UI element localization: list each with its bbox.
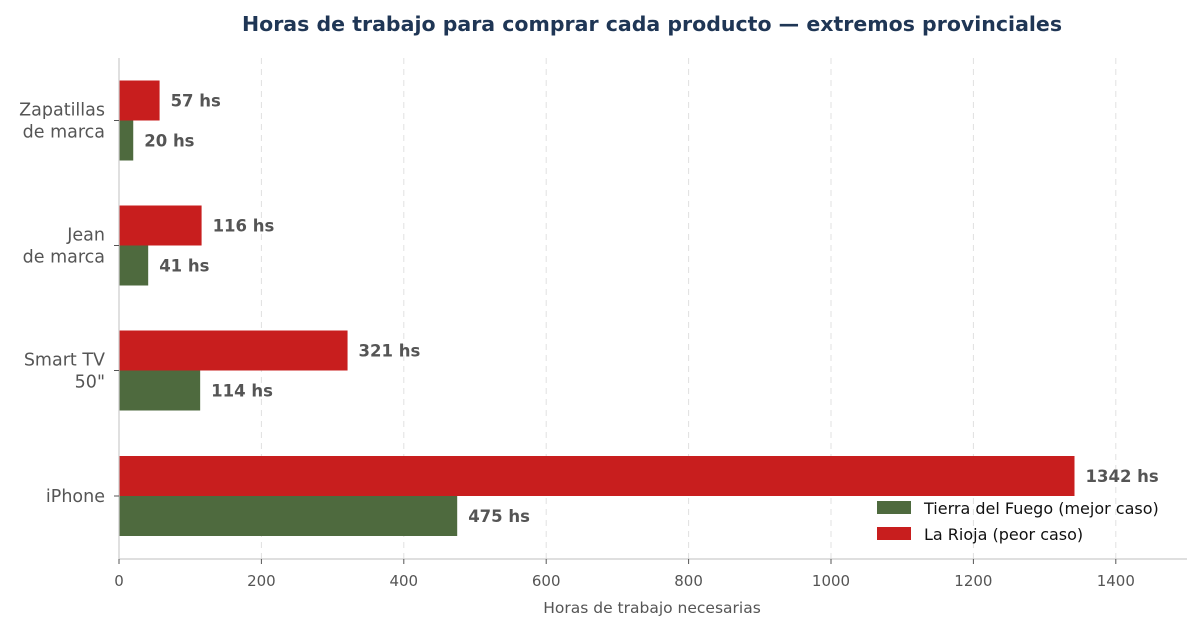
labels: 0 200 400 600 800 1000 1200 1400 57 hs 20 hs Zapat… (19, 92, 1159, 591)
bar-la-rioja (119, 330, 348, 371)
bar-value-label: 114 hs (211, 382, 273, 401)
bar-la-rioja (119, 205, 202, 246)
category-label: Zapatillas de marca (19, 101, 105, 143)
bar-value-label: 116 hs (213, 217, 275, 236)
bar-tierra-del-fuego (119, 496, 458, 536)
axes (114, 58, 1187, 564)
x-tick-label: 800 (674, 572, 703, 590)
x-tick-label: 400 (389, 572, 418, 590)
bar-value-label: 475 hs (468, 507, 530, 526)
bar-tierra-del-fuego (119, 370, 201, 411)
x-tick-label: 600 (532, 572, 561, 590)
category-label: Smart TV 50" (24, 351, 105, 393)
bar-la-rioja (119, 456, 1075, 496)
legend-swatch (877, 527, 911, 540)
x-axis-label: Horas de trabajo necesarias (543, 599, 761, 617)
x-tick-label: 0 (114, 572, 124, 590)
legend-label: Tierra del Fuego (mejor caso) (923, 499, 1159, 518)
bar-value-label: 41 hs (159, 257, 209, 276)
bar-tierra-del-fuego (119, 245, 149, 286)
legend: Tierra del Fuego (mejor caso) La Rioja (p… (877, 499, 1159, 544)
x-tick-label: 1200 (954, 572, 992, 590)
bar-tierra-del-fuego (119, 120, 134, 161)
bar-value-label: 57 hs (171, 92, 221, 111)
chart-title: Horas de trabajo para comprar cada produ… (242, 12, 1062, 36)
category-label: iPhone (46, 487, 105, 507)
legend-swatch (877, 501, 911, 514)
bar-value-label: 20 hs (144, 132, 194, 151)
bar-value-label: 321 hs (359, 342, 421, 361)
x-tick-label: 1000 (812, 572, 850, 590)
x-tick-label: 200 (247, 572, 276, 590)
legend-label: La Rioja (peor caso) (924, 525, 1083, 544)
category-label: Jean de marca (23, 226, 105, 268)
bars (119, 80, 1075, 536)
bar-value-label: 1342 hs (1086, 467, 1159, 486)
x-tick-label: 1400 (1097, 572, 1135, 590)
bar-la-rioja (119, 80, 160, 121)
